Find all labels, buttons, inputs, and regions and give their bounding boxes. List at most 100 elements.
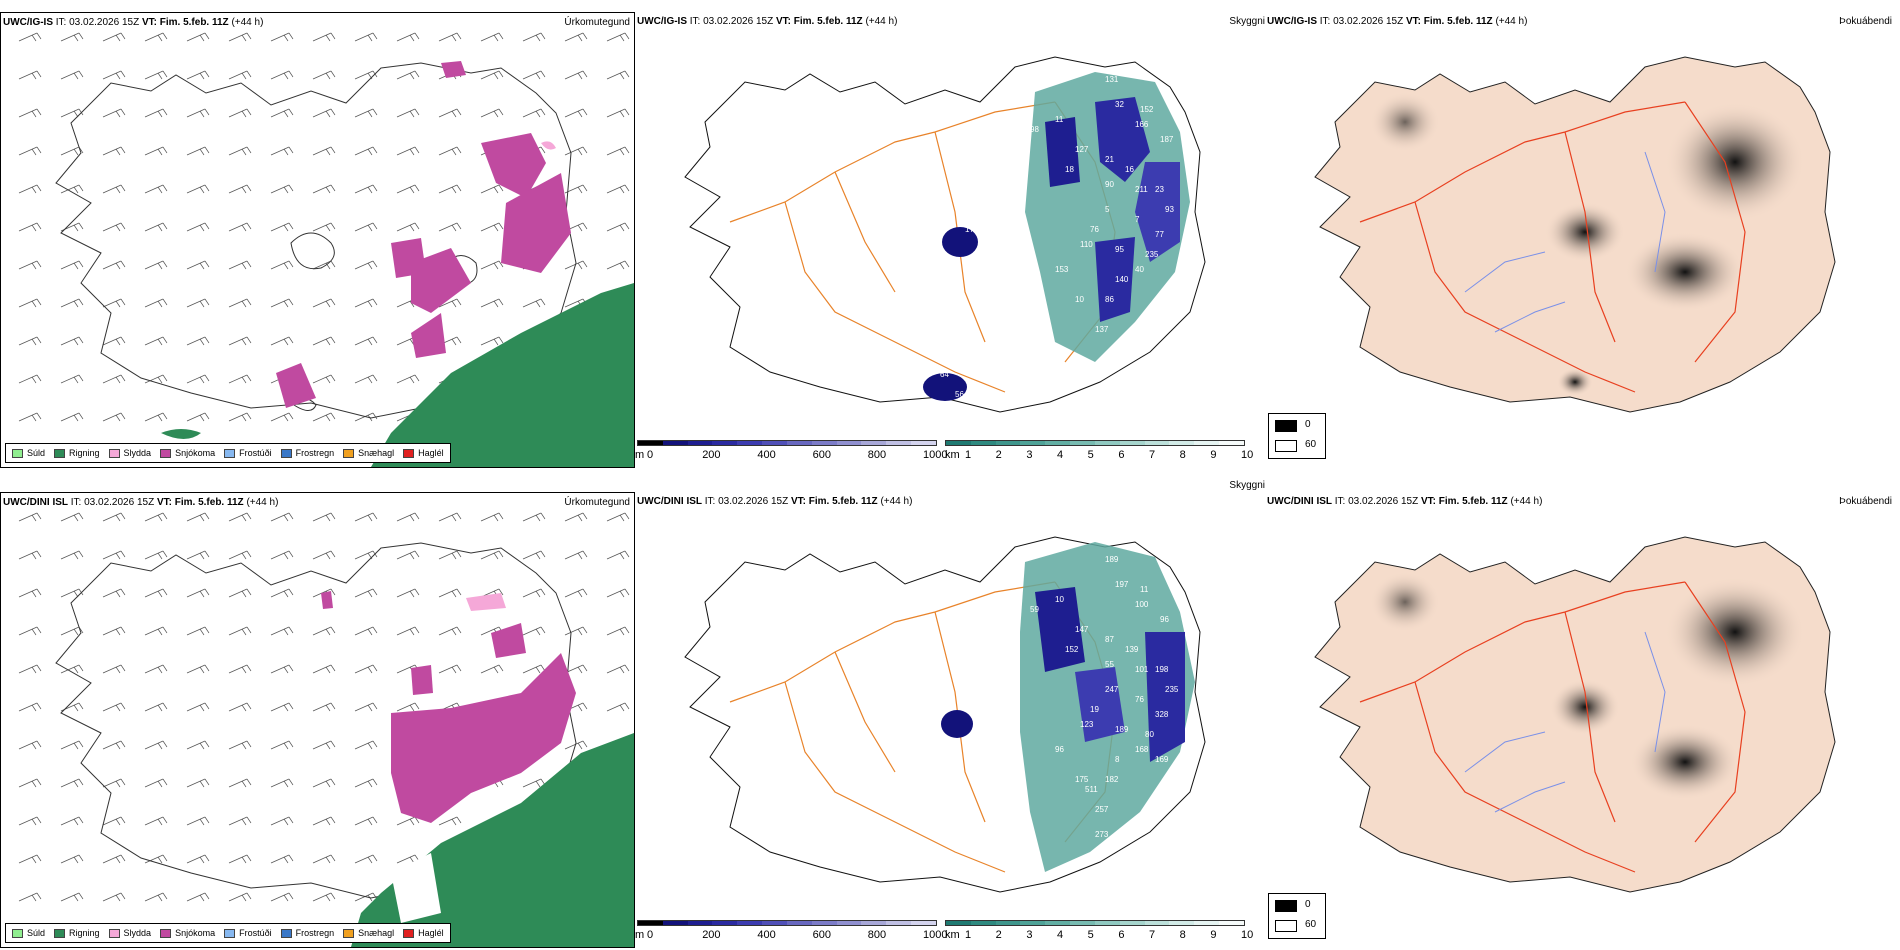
snow-area-7 bbox=[441, 61, 466, 78]
wind-barb bbox=[144, 70, 168, 80]
legend-label: Snæhagl bbox=[358, 448, 395, 458]
colorbar-cell bbox=[1045, 921, 1071, 925]
wind-barb bbox=[270, 626, 294, 636]
wind-barb bbox=[18, 588, 42, 598]
wind-barb bbox=[186, 374, 210, 384]
wind-barb bbox=[18, 892, 42, 902]
fog-map-top bbox=[1314, 56, 1836, 413]
visibility-label: 139 bbox=[1125, 645, 1139, 654]
colorbar-tick-label: 0 bbox=[647, 929, 654, 941]
fog-key-label-0: 0 bbox=[1305, 419, 1311, 430]
wind-barb bbox=[270, 664, 294, 674]
wind-barbs bbox=[18, 32, 630, 422]
visibility-label: 147 bbox=[1075, 625, 1089, 634]
wind-barb bbox=[144, 550, 168, 560]
rain-patch bbox=[161, 429, 201, 439]
legend-swatch bbox=[403, 928, 415, 938]
visibility-label: 32 bbox=[1115, 100, 1124, 109]
wind-barb bbox=[102, 892, 126, 902]
colorbar-cell bbox=[861, 921, 887, 925]
wind-barb bbox=[354, 146, 378, 156]
wind-barb bbox=[144, 588, 168, 598]
visibility-label: 23 bbox=[1155, 185, 1164, 194]
legend-item: Haglél bbox=[403, 928, 444, 938]
colorbar-cell bbox=[1194, 921, 1220, 925]
fog-key-label-0: 0 bbox=[1305, 899, 1311, 910]
colorbar-tick-label: 6 bbox=[1118, 929, 1125, 941]
wind-barb bbox=[564, 512, 588, 522]
visibility-label: 328 bbox=[1155, 710, 1169, 719]
wind-barb bbox=[354, 260, 378, 270]
snow-area-2 bbox=[501, 173, 571, 273]
wind-barb bbox=[18, 816, 42, 826]
wind-barb bbox=[312, 626, 336, 636]
wind-barb bbox=[60, 412, 84, 422]
colorbar-cell bbox=[1219, 921, 1244, 925]
wind-barb bbox=[606, 222, 630, 232]
fog-key-bottom: 0 60 bbox=[1268, 893, 1326, 939]
wind-barb bbox=[606, 664, 630, 674]
colorbar-cell bbox=[737, 921, 763, 925]
visibility-label: 257 bbox=[1095, 805, 1109, 814]
wind-barb bbox=[606, 108, 630, 118]
wind-barb bbox=[228, 892, 252, 902]
wind-barb bbox=[270, 702, 294, 712]
wind-barb bbox=[270, 146, 294, 156]
wind-barb bbox=[144, 740, 168, 750]
precip-legend: Súld Rigning Slydda Snjókoma Frostúði Frostre… bbox=[5, 443, 451, 463]
precip-map-bottom bbox=[18, 512, 634, 947]
wind-barb bbox=[18, 778, 42, 788]
wind-barb bbox=[480, 32, 504, 42]
visibility-label: 76 bbox=[1135, 695, 1144, 704]
wind-barb bbox=[312, 260, 336, 270]
wind-barb bbox=[354, 626, 378, 636]
wind-barb bbox=[18, 222, 42, 232]
wind-barb bbox=[270, 854, 294, 864]
unit-km: km bbox=[945, 449, 960, 461]
visibility-label: 87 bbox=[1105, 635, 1114, 644]
legend-swatch bbox=[403, 448, 415, 458]
rain-area bbox=[371, 283, 634, 467]
wind-barb bbox=[102, 32, 126, 42]
wind-barb bbox=[522, 512, 546, 522]
visibility-label: 7 bbox=[1135, 215, 1140, 224]
colorbar-tick-label: 1 bbox=[965, 929, 972, 941]
wind-barb bbox=[354, 108, 378, 118]
wind-barb bbox=[312, 778, 336, 788]
wind-barb bbox=[228, 588, 252, 598]
wind-barb bbox=[18, 854, 42, 864]
colorbar-cell bbox=[1070, 441, 1095, 445]
wind-barb bbox=[270, 550, 294, 560]
colorbar-cell bbox=[638, 921, 663, 925]
colorbar-cell bbox=[946, 921, 971, 925]
wind-barb bbox=[102, 702, 126, 712]
wind-barb bbox=[438, 222, 462, 232]
wind-barb bbox=[144, 184, 168, 194]
wind-barb bbox=[186, 550, 210, 560]
visibility-label: 137 bbox=[1095, 325, 1109, 334]
colorbar-cell bbox=[995, 441, 1021, 445]
legend-item: Slydda bbox=[108, 448, 151, 458]
legend-swatch bbox=[160, 448, 172, 458]
visibility-label: 98 bbox=[1030, 125, 1039, 134]
wind-barb bbox=[186, 626, 210, 636]
colorbar-tick-label: 5 bbox=[1087, 449, 1094, 461]
wind-barb bbox=[228, 336, 252, 346]
panel-variable-label: Þokuábendi bbox=[1839, 496, 1892, 507]
wind-barb bbox=[522, 626, 546, 636]
wind-barb bbox=[354, 374, 378, 384]
legend-item: Frostregn bbox=[280, 448, 334, 458]
wind-barb bbox=[228, 184, 252, 194]
wind-barb bbox=[102, 664, 126, 674]
rain-patch bbox=[391, 853, 441, 923]
colorbar-tick-label: 3 bbox=[1026, 929, 1033, 941]
wind-barb bbox=[60, 374, 84, 384]
wind-barb bbox=[228, 222, 252, 232]
wind-barb bbox=[60, 32, 84, 42]
legend-swatch bbox=[224, 928, 236, 938]
wind-barb bbox=[480, 550, 504, 560]
wind-barb bbox=[144, 664, 168, 674]
colorbar-cell bbox=[886, 921, 912, 925]
wind-barb bbox=[312, 702, 336, 712]
wind-barb bbox=[228, 740, 252, 750]
